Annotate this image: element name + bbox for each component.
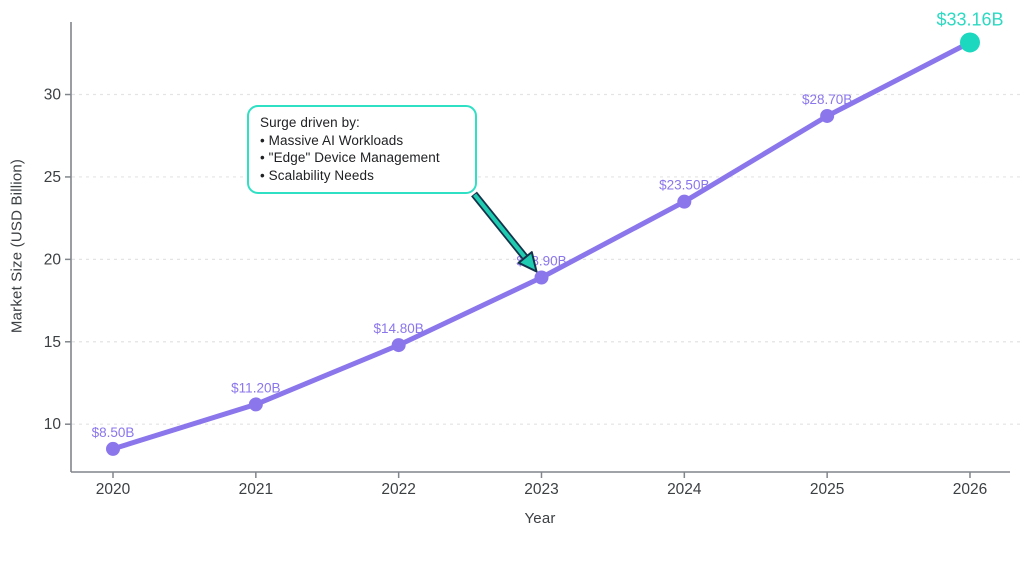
annotation-title: Surge driven by: — [260, 115, 360, 130]
data-point-label: $11.20B — [231, 380, 280, 395]
x-axis-title: Year — [524, 510, 556, 527]
y-tick-label: 10 — [44, 416, 62, 433]
x-tick-label: 2023 — [524, 481, 558, 498]
data-point — [820, 108, 835, 123]
annotation-arrow-head — [517, 251, 538, 273]
annotation-callout: Surge driven by: • Massive AI Workloads … — [247, 105, 477, 194]
data-point-label: $14.80B — [374, 321, 424, 336]
data-point — [106, 441, 120, 456]
data-point-label: $28.70B — [802, 92, 852, 107]
data-point — [959, 32, 980, 53]
y-tick-label: 30 — [44, 87, 62, 104]
data-point — [677, 194, 692, 209]
data-point — [248, 397, 263, 412]
y-axis-title: Market Size (USD Billion) — [8, 158, 26, 334]
annotation-bullet: • Scalability Needs — [260, 167, 374, 183]
annotation-bullet: • "Edge" Device Management — [260, 150, 440, 165]
y-tick-label: 25 — [44, 169, 61, 186]
x-tick-label: 2026 — [953, 481, 987, 498]
x-tick-label: 2020 — [96, 481, 131, 498]
y-tick-label: 20 — [44, 251, 62, 268]
x-tick-label: 2022 — [381, 481, 415, 498]
data-point-label: $8.50B — [92, 425, 135, 440]
data-point — [534, 270, 549, 285]
x-tick-label: 2021 — [239, 481, 273, 498]
data-point-label: $23.50B — [659, 178, 709, 193]
annotation-arrow-shaft — [473, 193, 527, 259]
x-tick-label: 2024 — [667, 481, 702, 498]
data-point-label: $33.16B — [936, 9, 1003, 29]
y-tick-label: 15 — [44, 334, 61, 351]
data-point — [391, 338, 406, 353]
annotation-bullet: • Massive AI Workloads — [260, 132, 404, 148]
x-tick-label: 2025 — [810, 481, 844, 498]
